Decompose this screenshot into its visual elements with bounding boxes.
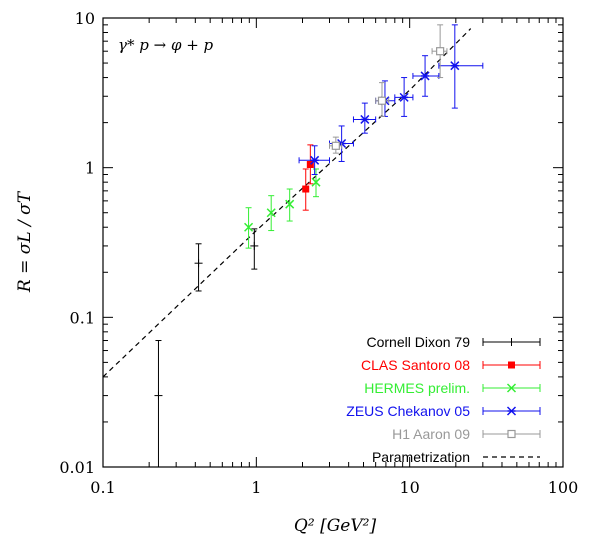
- legend-label: H1 Aaron 09: [392, 426, 470, 442]
- marker-shape: [306, 160, 314, 168]
- data-point: [431, 24, 448, 79]
- marker-shape: [508, 361, 515, 369]
- parametrization-line: [102, 28, 472, 378]
- reaction-label: γ* p → φ + p: [118, 36, 214, 54]
- point-marker: [250, 241, 259, 250]
- legend-marker: [508, 361, 515, 369]
- point-marker: [194, 259, 203, 268]
- x-tick-label: 100: [548, 478, 579, 497]
- y-tick-label: 10: [75, 9, 95, 28]
- point-marker: [420, 71, 430, 81]
- marker-shape: [331, 141, 340, 150]
- data-point: [438, 24, 484, 109]
- legend-label: ZEUS Chekanov 05: [346, 403, 470, 419]
- parametrization-curve: [102, 28, 472, 378]
- point-marker: [154, 391, 163, 400]
- data-point: [352, 102, 377, 134]
- legend-item: ZEUS Chekanov 05: [346, 403, 541, 419]
- data-points: [154, 24, 484, 468]
- x-tick-label: 10: [399, 478, 419, 497]
- marker-shape: [302, 185, 310, 193]
- data-point: [311, 168, 321, 198]
- legend-marker: [507, 338, 516, 346]
- legend-label: CLAS Santoro 08: [361, 357, 470, 373]
- data-point: [394, 77, 414, 117]
- data-point: [266, 195, 276, 232]
- point-marker: [266, 208, 276, 218]
- data-point: [298, 145, 330, 176]
- legend-marker: [506, 406, 517, 416]
- point-marker: [450, 61, 460, 71]
- marker-shape: [507, 429, 516, 439]
- marker-stroke: [266, 208, 276, 218]
- legend-item: HERMES prelim.: [364, 380, 541, 396]
- x-tick-label: 0.1: [90, 478, 115, 497]
- point-marker: [302, 185, 310, 193]
- point-marker: [311, 177, 321, 187]
- legend-item: Cornell Dixon 79: [367, 334, 541, 350]
- y-tick-label: 0.01: [59, 458, 95, 477]
- point-marker: [399, 92, 409, 102]
- legend-item: CLAS Santoro 08: [361, 357, 541, 373]
- legend-label: Parametrization: [372, 449, 470, 465]
- y-tick-label: 0.1: [70, 308, 95, 327]
- point-marker: [436, 47, 445, 56]
- data-point: [306, 144, 314, 185]
- data-point: [250, 228, 259, 270]
- plot-frame: [102, 17, 564, 468]
- legend-label: HERMES prelim.: [364, 380, 470, 396]
- data-point: [412, 55, 440, 97]
- data-point: [375, 82, 390, 117]
- marker-stroke: [311, 177, 321, 187]
- point-marker: [285, 199, 295, 209]
- marker-shape: [377, 96, 387, 105]
- legend-marker: [507, 429, 516, 439]
- y-axis-label: R = σL / σT: [15, 190, 35, 293]
- point-marker: [331, 141, 340, 150]
- point-marker: [306, 160, 314, 168]
- x-tick-label: 1: [251, 478, 261, 497]
- legend-item: Parametrization: [372, 449, 540, 465]
- marker-shape: [436, 47, 445, 56]
- data-point: [302, 168, 310, 211]
- marker-stroke: [285, 199, 295, 209]
- data-point: [328, 136, 343, 154]
- point-marker: [377, 96, 387, 105]
- data-point: [154, 340, 163, 468]
- legend-label: Cornell Dixon 79: [367, 334, 471, 350]
- data-point: [244, 207, 254, 249]
- legend-item: H1 Aaron 09: [392, 426, 541, 442]
- point-marker: [244, 222, 254, 232]
- marker-stroke: [506, 383, 517, 393]
- y-tick-label: 1: [85, 159, 95, 178]
- x-axis-label: Q² [GeV²]: [294, 516, 377, 536]
- data-point: [285, 188, 295, 222]
- point-marker: [360, 114, 370, 124]
- point-marker: [310, 155, 320, 165]
- marker-stroke: [244, 222, 254, 232]
- legend: Cornell Dixon 79 CLAS Santoro 08 HERMES pr…: [346, 334, 541, 465]
- legend-marker: [506, 383, 517, 393]
- data-point: [194, 243, 203, 292]
